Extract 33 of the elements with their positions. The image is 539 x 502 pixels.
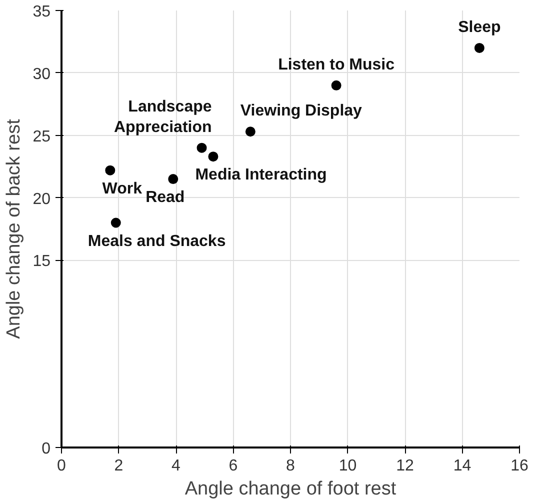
point xyxy=(208,152,218,162)
x-axis-title: Angle change of foot rest xyxy=(184,478,397,500)
y-tick-label: 20 xyxy=(32,190,51,208)
x-tick-label: 16 xyxy=(510,458,528,474)
annotation: Viewing Display xyxy=(240,102,362,120)
point xyxy=(168,174,178,184)
x-tick-label: 12 xyxy=(396,458,414,474)
point xyxy=(196,142,207,153)
point xyxy=(331,80,342,90)
annotation: Read xyxy=(146,189,185,206)
x-tick-label: 14 xyxy=(453,458,472,474)
x-tick-label: 4 xyxy=(172,458,181,474)
y-tick-label: 0 xyxy=(42,440,51,458)
y-tick-label: 30 xyxy=(32,66,51,83)
x-tick-label: 10 xyxy=(338,458,357,474)
annotation: Work xyxy=(102,180,142,198)
point xyxy=(110,218,121,228)
annotation: Media Interacting xyxy=(195,166,327,184)
y-tick-label: 15 xyxy=(32,253,51,270)
x-tick-label: 8 xyxy=(286,458,296,474)
x-tick-label: 0 xyxy=(57,458,66,474)
annotation: Listen to Music xyxy=(278,56,395,74)
point xyxy=(245,126,256,137)
x-tick-label: 2 xyxy=(114,458,124,474)
y-tick-label: 35 xyxy=(32,4,51,20)
x-tick-label: 6 xyxy=(228,458,238,474)
point xyxy=(474,42,484,53)
annotation: Landscape Appreciation xyxy=(114,98,212,136)
annotation: Sleep xyxy=(458,18,501,36)
annotation: Meals and Snacks xyxy=(88,232,226,250)
point xyxy=(105,165,116,176)
y-axis-title: Angle change of back rest xyxy=(4,118,25,339)
y-tick-label: 25 xyxy=(32,128,51,146)
